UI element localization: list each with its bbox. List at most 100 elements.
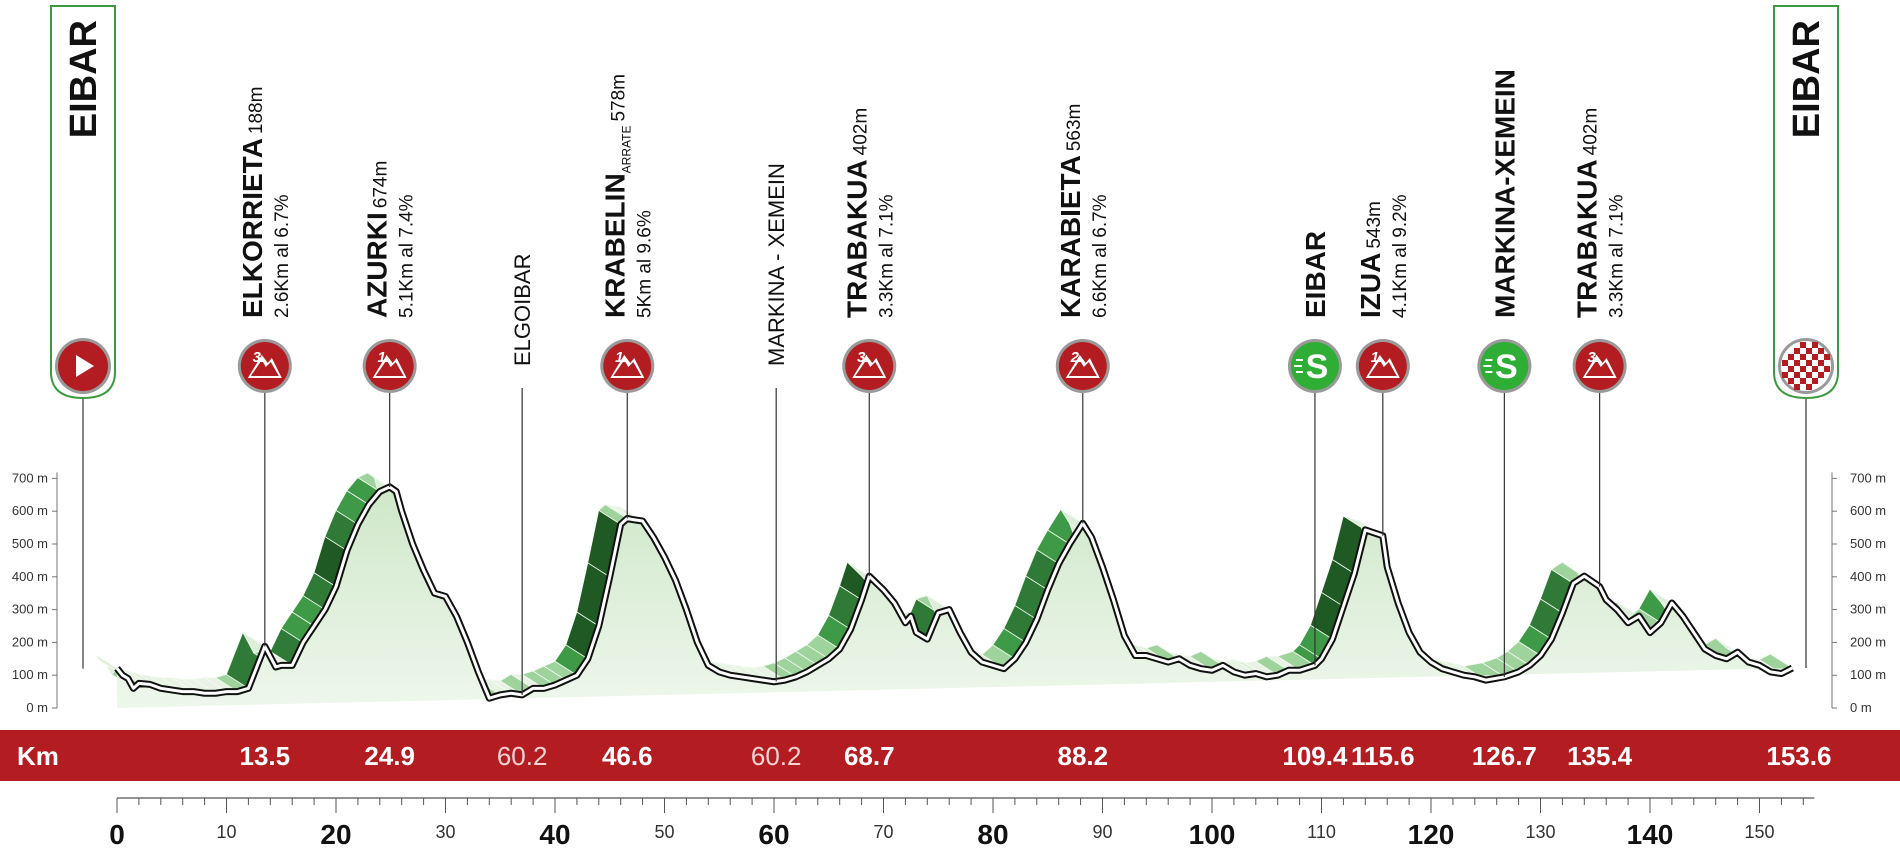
x-axis-layer: 0 20 40 60 80 100 120 140 10 30 50 70 90 110 130 150 xyxy=(109,797,1815,848)
climb-detail: 5Km al 9.6% xyxy=(634,210,655,318)
climb-altitude: 543m xyxy=(1364,201,1385,249)
climb-detail: 3.3Km al 7.1% xyxy=(1607,194,1628,318)
climb-detail: 3.3Km al 7.1% xyxy=(876,194,897,318)
climb-cat-number: 3 xyxy=(1587,349,1596,366)
climb-name: AZURKI xyxy=(362,212,393,318)
km-band-value: 88.2 xyxy=(1057,741,1108,771)
sprint-icon: S xyxy=(1477,339,1532,393)
climb-name-line: TRABAKUA 402m xyxy=(1572,108,1603,318)
km-band-value: 135.4 xyxy=(1567,741,1633,771)
x-tick-label-minor: 130 xyxy=(1525,822,1555,842)
climb-label: ELKORRIETA 188m 2.6Km al 6.7% xyxy=(237,87,293,318)
x-tick-label-minor: 110 xyxy=(1307,822,1336,842)
climb-cat-3-icon: 3 xyxy=(1572,339,1627,393)
x-tick-label-minor: 30 xyxy=(435,822,455,842)
y-tick-label-left: 300 m xyxy=(12,602,48,617)
climb-label: KARABIETA 563m 6.6Km al 6.7% xyxy=(1055,104,1111,318)
y-tick-label-left: 500 m xyxy=(12,536,48,551)
climb-name-line: AZURKI 674m xyxy=(362,161,393,318)
climb-detail: 6.6Km al 6.7% xyxy=(1090,194,1111,318)
km-band-value: 115.6 xyxy=(1351,741,1415,771)
town-label: ELGOIBAR xyxy=(510,254,535,366)
x-tick-label-major: 0 xyxy=(109,819,125,848)
y-tick-label-right: 0 m xyxy=(1850,700,1872,715)
climb-cat-number: 2 xyxy=(1070,349,1080,366)
climb-label: TRABAKUA 402m 3.3Km al 7.1% xyxy=(1572,108,1628,318)
finish-town-label: EIBAR xyxy=(1786,20,1828,138)
climb-altitude: 402m xyxy=(1581,108,1602,156)
km-band-value: 60.2 xyxy=(751,741,802,771)
climb-label: TRABAKUA 402m 3.3Km al 7.1% xyxy=(841,108,897,318)
climb-name-line: IZUA 543m xyxy=(1355,201,1386,318)
y-tick-label-right: 500 m xyxy=(1850,536,1886,551)
y-tick-label-left: 700 m xyxy=(12,470,48,485)
sprint-letter: S xyxy=(1495,348,1518,386)
x-tick-label-major: 20 xyxy=(320,819,351,848)
y-tick-label-right: 300 m xyxy=(1850,602,1886,617)
climb-label: IZUA 543m 4.1Km al 9.2% xyxy=(1355,194,1411,318)
x-tick-label-minor: 50 xyxy=(654,822,674,842)
area-layer xyxy=(114,483,1794,708)
climb-label: KRABELINARRATE 578m 5Km al 9.6% xyxy=(599,74,655,318)
axes-layer: 0 m 0 m 100 m 100 m 200 m 200 m 300 m 300 m 400 … xyxy=(12,470,1886,715)
sprint-town-label: EIBAR xyxy=(1300,231,1331,318)
x-tick-label-major: 120 xyxy=(1408,819,1455,848)
climb-cat-number: 1 xyxy=(1371,349,1379,366)
profile-outline-inner xyxy=(115,485,1794,700)
label-layer: EIBAR EIBAR 3 ELKORRIETA 188m 2.6Km al 6.7% 1 A… xyxy=(50,5,1839,400)
climb-altitude: 578m xyxy=(608,74,629,122)
km-band-label: Km xyxy=(17,741,59,771)
km-band-value: 24.9 xyxy=(364,741,415,771)
climb-cat-1-icon: 1 xyxy=(600,339,655,393)
sprint-letter: S xyxy=(1306,348,1329,386)
climb-cat-3-icon: 3 xyxy=(237,339,292,393)
climb-altitude: 563m xyxy=(1064,104,1085,152)
climb-detail: 2.6Km al 6.7% xyxy=(272,194,293,318)
x-tick-label-major: 140 xyxy=(1627,819,1674,848)
play-icon xyxy=(76,355,94,377)
climb-detail: 4.1Km al 9.2% xyxy=(1390,194,1411,318)
climb-subname: ARRATE xyxy=(619,126,633,174)
x-tick-label-major: 100 xyxy=(1189,819,1236,848)
profile-area xyxy=(117,486,1793,708)
climb-name-line: ELKORRIETA 188m xyxy=(237,87,268,318)
climb-cat-number: 3 xyxy=(857,349,866,366)
x-tick-label-minor: 10 xyxy=(216,822,236,842)
climb-cat-number: 1 xyxy=(377,349,385,366)
band-layer: 13.5 24.9 60.2 46.6 60.2 68.7 88.2 109.4 115.6 12… xyxy=(17,741,1831,771)
x-tick-label-major: 40 xyxy=(539,819,570,848)
y-tick-label-left: 0 m xyxy=(26,700,48,715)
climb-name: KRABELIN xyxy=(599,173,630,318)
y-tick-label-left: 100 m xyxy=(12,667,48,682)
climb-cat-1-icon: 1 xyxy=(362,339,417,393)
finish-flag: EIBAR xyxy=(1773,5,1839,400)
climb-name: KARABIETA xyxy=(1055,155,1086,318)
y-tick-label-right: 400 m xyxy=(1850,569,1886,584)
sprint-town-label: MARKINA-XEMEIN xyxy=(1489,69,1520,318)
y-tick-label-left: 200 m xyxy=(12,634,48,649)
climb-name-line: KRABELINARRATE 578m xyxy=(599,74,633,318)
climb-name: ELKORRIETA xyxy=(237,138,268,318)
sprint-icon: S xyxy=(1287,339,1342,393)
guide-layer xyxy=(82,388,1807,695)
climb-cat-number: 1 xyxy=(615,349,623,366)
x-tick-label-minor: 150 xyxy=(1744,822,1774,842)
finish-flag-frame xyxy=(1773,5,1839,400)
checkered-flag-icon xyxy=(1782,342,1830,390)
climb-name: IZUA xyxy=(1355,253,1386,318)
km-band xyxy=(0,730,1900,781)
km-band-value: 60.2 xyxy=(497,741,548,771)
start-flag: EIBAR xyxy=(50,5,116,400)
km-band-value: 13.5 xyxy=(240,741,291,771)
y-tick-label-left: 400 m xyxy=(12,569,48,584)
y-tick-label-right: 100 m xyxy=(1850,667,1886,682)
climb-cat-1-icon: 1 xyxy=(1355,339,1410,393)
town-label: MARKINA - XEMEIN xyxy=(764,163,789,366)
climb-altitude: 402m xyxy=(850,108,871,156)
y-tick-label-right: 600 m xyxy=(1850,503,1886,518)
x-tick-label-minor: 90 xyxy=(1092,822,1112,842)
start-flag-frame xyxy=(50,5,116,400)
start-town-label: EIBAR xyxy=(63,20,105,138)
climb-detail: 5.1Km al 7.4% xyxy=(397,194,418,318)
climb-cat-3-icon: 3 xyxy=(842,339,897,393)
